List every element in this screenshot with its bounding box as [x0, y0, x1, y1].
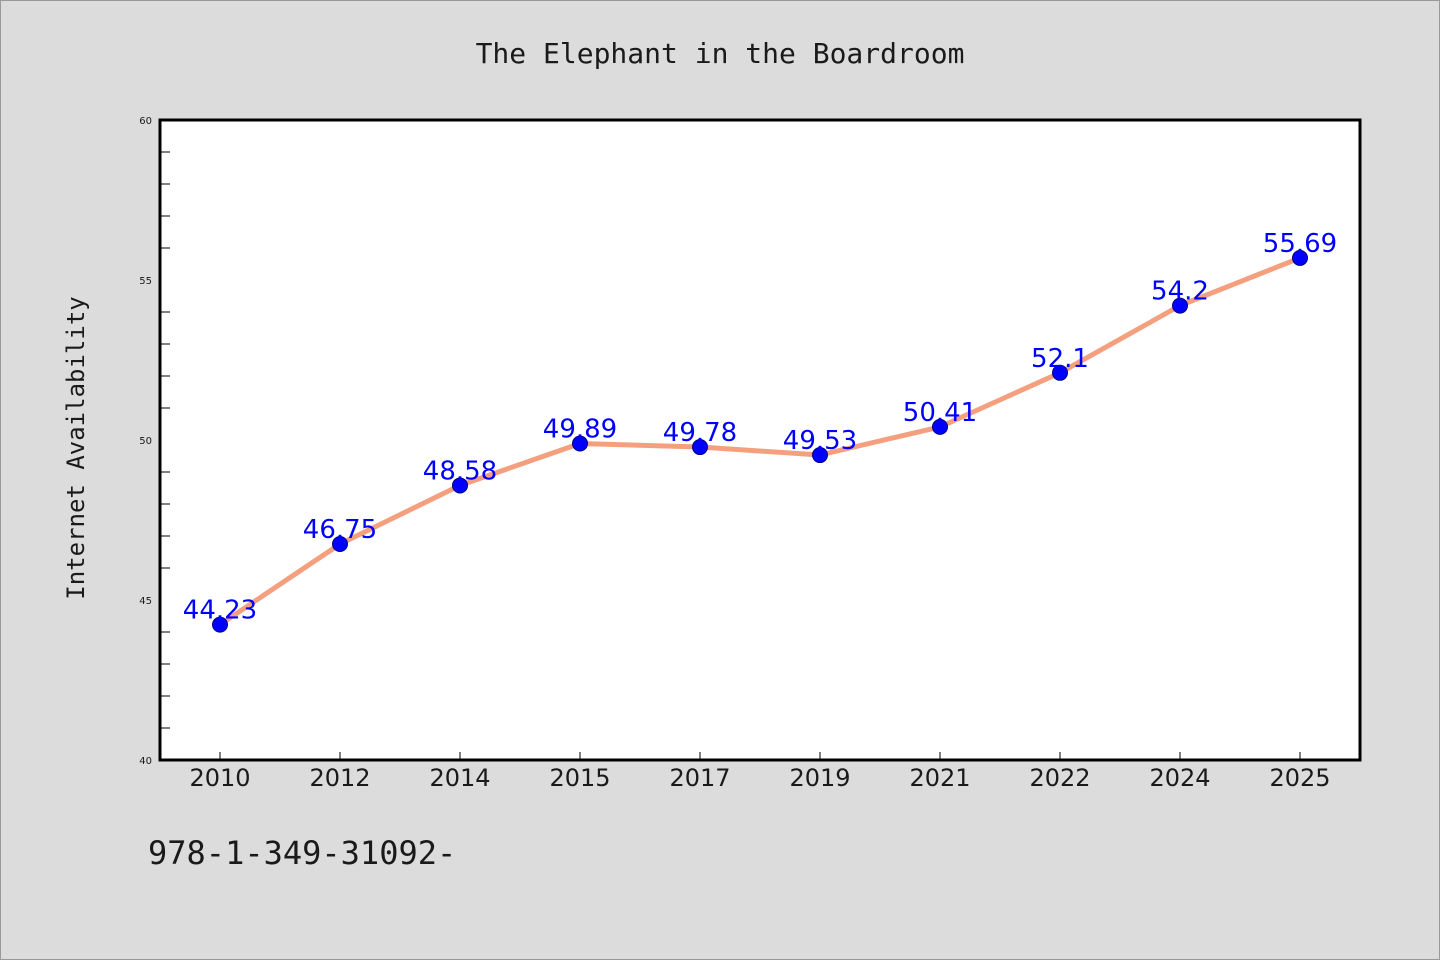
data-point: [1292, 249, 1308, 266]
y-axis: 40 45 50 55 60: [139, 116, 170, 767]
data-label: 44.23: [183, 596, 257, 626]
data-points: [212, 249, 1308, 633]
data-point: [932, 418, 948, 435]
data-label: 55.69: [1263, 229, 1337, 259]
data-label: 49.78: [663, 418, 737, 448]
data-labels: 44.23 46.75 48.58 49.89 49.78 49.53 50.41 52.1 5…: [183, 229, 1337, 626]
x-tick-label: 2021: [909, 764, 970, 792]
x-tick-label: 2012: [309, 764, 370, 792]
y-tick-label: 50: [139, 436, 152, 447]
x-tick-label: 2024: [1149, 764, 1210, 792]
data-point: [212, 616, 228, 633]
data-point: [692, 439, 708, 456]
data-point: [332, 536, 348, 552]
x-tick-label: 2019: [789, 764, 850, 792]
plot-area: [158, 118, 1362, 762]
data-label: 48.58: [423, 456, 497, 486]
data-label: 49.53: [783, 426, 857, 456]
chart-title: The Elephant in the Boardroom: [476, 37, 965, 70]
x-tick-label: 2022: [1029, 764, 1090, 792]
data-label: 46.75: [303, 515, 377, 545]
data-point: [1052, 364, 1068, 381]
data-point: [572, 435, 588, 452]
x-tick-label: 2010: [189, 764, 250, 792]
y-tick-label: 45: [139, 596, 152, 607]
y-tick-label: 55: [139, 276, 152, 287]
data-point: [1172, 297, 1188, 314]
data-point: [812, 447, 828, 464]
x-tick-label: 2025: [1269, 764, 1330, 792]
data-point: [452, 477, 468, 494]
data-label: 52.1: [1031, 344, 1089, 374]
y-axis-label: Internet Availability: [62, 296, 90, 599]
x-axis: 2010 2012 2014 2015 2017 2019 2021 2022 2024 2025: [189, 752, 1331, 792]
x-tick-label: 2017: [669, 764, 730, 792]
data-label: 49.89: [543, 415, 617, 445]
x-tick-label: 2014: [429, 764, 490, 792]
y-tick-label: 40: [139, 756, 152, 767]
data-label: 50.41: [903, 398, 977, 428]
series-line: [217, 255, 1303, 628]
x-tick-label: 2015: [549, 764, 610, 792]
data-label: 54.2: [1151, 277, 1209, 307]
footer-text: 978-1-349-31092-: [148, 834, 456, 872]
y-tick-label: 60: [139, 116, 152, 127]
